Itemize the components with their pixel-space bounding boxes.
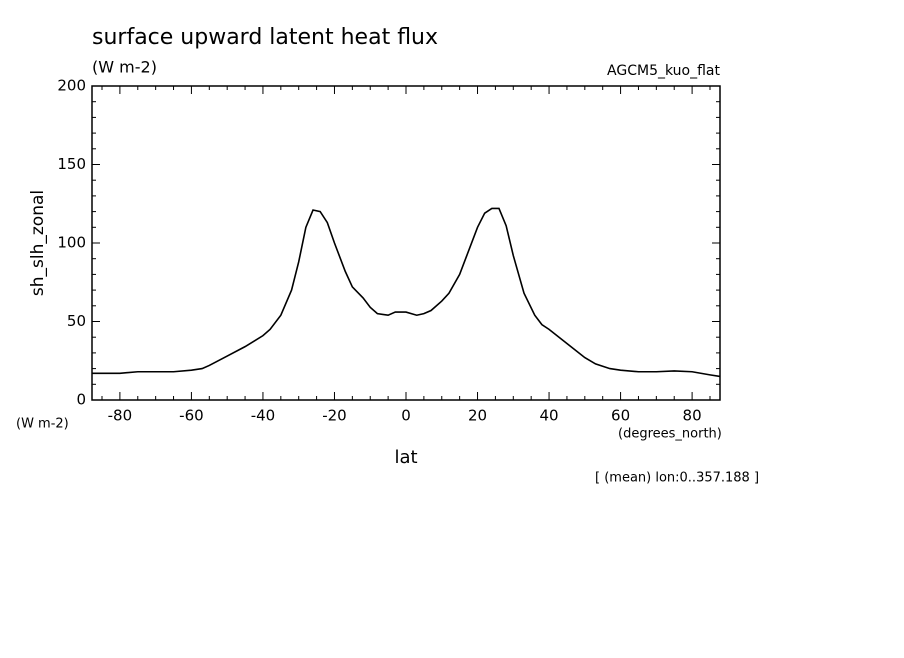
annotation: [ (mean) lon:0..357.188 ] bbox=[595, 471, 759, 486]
x-tick-label: 60 bbox=[611, 407, 630, 425]
x-tick-label: 0 bbox=[401, 407, 411, 425]
y-tick-label: 100 bbox=[57, 234, 86, 252]
x-unit: (degrees_north) bbox=[618, 427, 722, 442]
x-tick-label: -60 bbox=[179, 407, 204, 425]
x-tick-label: -20 bbox=[322, 407, 347, 425]
y-tick-label: 0 bbox=[76, 391, 86, 409]
chart-subtitle: (W m-2) bbox=[92, 58, 157, 77]
data-line bbox=[92, 207, 721, 378]
y-tick-label: 150 bbox=[57, 155, 86, 173]
y-tick-label: 50 bbox=[67, 312, 86, 330]
x-axis-label: lat bbox=[394, 447, 417, 468]
y-unit: (W m-2) bbox=[16, 417, 69, 432]
x-tick-label: -80 bbox=[108, 407, 133, 425]
x-tick-label: 20 bbox=[468, 407, 487, 425]
x-tick-label: 80 bbox=[683, 407, 702, 425]
model-label: AGCM5_kuo_flat bbox=[607, 63, 720, 79]
chart-title: surface upward latent heat flux bbox=[92, 25, 438, 50]
x-tick-label: -40 bbox=[251, 407, 276, 425]
x-tick-label: 40 bbox=[540, 407, 559, 425]
y-axis-label: sh_slh_zonal bbox=[28, 190, 48, 296]
y-tick-label: 200 bbox=[57, 77, 86, 95]
